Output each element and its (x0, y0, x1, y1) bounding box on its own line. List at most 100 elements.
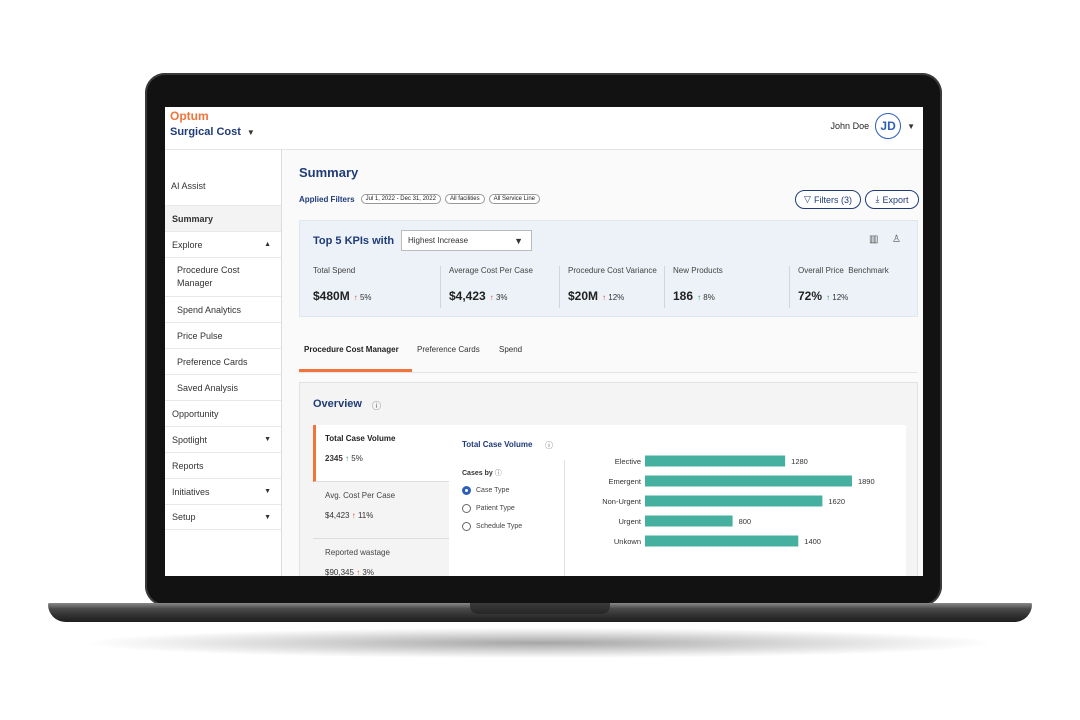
sidebar-item-spend-analytics[interactable]: Spend Analytics (165, 296, 281, 322)
filter-chip-date[interactable]: Jul 1, 2022 - Dec 31, 2022 (360, 194, 441, 204)
tab-spend[interactable]: Spend (499, 345, 523, 354)
applied-filters: Applied Filters Jul 1, 2022 - Dec 31, 20… (299, 194, 540, 204)
kpi-value: $20M (568, 289, 599, 303)
filter-icon: ▽ (804, 194, 811, 204)
arrow-up-icon: ↑ (356, 568, 361, 576)
radio-patient-type[interactable]: Patient Type (462, 504, 515, 513)
metric-card-total-case-volume[interactable]: Total Case Volume 2345 ↑ 5% (313, 425, 449, 482)
product-switcher[interactable]: Surgical Cost ▼ (170, 126, 255, 138)
kpi-panel: Top 5 KPIs with Highest Increase ▼ ▥ ♙ T… (299, 220, 918, 317)
chart-title: Total Case Volume (462, 440, 533, 449)
kpi-label: Overall Price Benchmark (798, 266, 889, 275)
radio-dot (462, 504, 471, 513)
export-button-label: Export (882, 194, 909, 205)
kpi-change: 12% (832, 293, 849, 302)
sidebar-item-saved-analysis[interactable]: Saved Analysis (165, 374, 281, 400)
applied-filters-label: Applied Filters (299, 194, 355, 204)
cases-by-label: Cases by ⓘ (462, 470, 502, 477)
page-title: Summary (299, 165, 359, 180)
kpi-change: 8% (703, 293, 715, 302)
sidebar-item-spotlight[interactable]: Spotlight ▼ (165, 426, 281, 452)
download-icon: ⤓ (875, 194, 880, 204)
user-name: John Doe (830, 121, 870, 131)
chart-divider (564, 460, 565, 576)
kpi-change: 12% (608, 293, 625, 302)
export-button[interactable]: ⤓ Export (865, 190, 919, 209)
kpi-card: New Products 186 ↑ 8% (673, 266, 783, 308)
bar-chart: Elective 1280 Emergent 1890 Non-Urgent 1620 Ur… (602, 455, 875, 547)
metric-card-avg-cost[interactable]: Avg. Cost Per Case $4,423 ↑ 11% (313, 482, 449, 539)
radio-label: Schedule Type (476, 523, 523, 530)
metric-name: Avg. Cost Per Case (325, 491, 396, 500)
kpi-sort-select[interactable]: Highest Increase ▼ (401, 230, 532, 251)
kpi-change: 3% (495, 293, 508, 302)
sidebar-item-label: Explore (172, 239, 203, 250)
bar-category-label: Urgent (618, 517, 641, 526)
kpi-divider (789, 266, 790, 308)
bar (645, 535, 799, 547)
radio-dot (462, 522, 471, 531)
chevron-down-icon: ▼ (907, 121, 915, 131)
radio-schedule-type[interactable]: Schedule Type (462, 522, 522, 531)
bar-category-label: Unkown (614, 537, 641, 546)
overview-title: Overview (313, 398, 362, 410)
kpi-card: Overall Price Benchmark 72% ↑ 12% (798, 266, 916, 308)
metric-change: 5% (351, 454, 363, 463)
kpi-value: 186 (673, 289, 694, 303)
app-screen: Optum Surgical Cost ▼ John Doe JD ▼ AI A… (165, 107, 923, 576)
kpi-label: Procedure Cost Variance (568, 266, 657, 275)
kpi-change: 5% (359, 293, 372, 302)
bar (645, 515, 733, 527)
user-menu[interactable]: John Doe JD ▼ (831, 113, 915, 139)
sidebar-item-initiatives[interactable]: Initiatives ▼ (165, 478, 281, 504)
metric-card-reported-wastage[interactable]: Reported wastage $90,345 ↑ 3% (313, 539, 449, 576)
ai-assist-link[interactable]: AI Assist (171, 181, 206, 191)
sidebar-item-procedure-cost-manager[interactable]: Procedure Cost Manager (165, 257, 281, 296)
bar-value-label: 1280 (791, 457, 808, 466)
sidebar-item-reports[interactable]: Reports (165, 452, 281, 478)
laptop-notch (470, 603, 610, 614)
filter-chip-service-line[interactable]: All Service Line (488, 194, 540, 204)
optum-logo: Optum (170, 109, 209, 123)
bar-value-label: 1400 (804, 537, 821, 546)
kpi-value: 72% (798, 289, 823, 303)
sidebar-item-explore[interactable]: Explore ▲ (165, 231, 281, 257)
info-icon[interactable]: ⓘ (545, 441, 553, 450)
sidebar-item-price-pulse[interactable]: Price Pulse (165, 322, 281, 348)
arrow-up-icon: ↑ (353, 293, 358, 302)
sidebar-item-opportunity[interactable]: Opportunity (165, 400, 281, 426)
sidebar-item-label: Reports (172, 460, 204, 471)
main-content: Summary Applied Filters Jul 1, 2022 - De… (282, 150, 923, 576)
filter-chip-facilities[interactable]: All facilities (444, 194, 485, 204)
sidebar-item-setup[interactable]: Setup ▼ (165, 504, 281, 530)
arrow-up-icon: ↑ (345, 454, 350, 463)
product-name: Surgical Cost (170, 126, 241, 138)
tab-preference-cards[interactable]: Preference Cards (417, 345, 480, 354)
sidebar-item-label: Saved Analysis (177, 382, 239, 393)
metric-name: Total Case Volume (325, 434, 396, 443)
metric-change: 3% (362, 568, 374, 576)
filters-button[interactable]: ▽ Filters (3) (795, 190, 861, 209)
avatar: JD (875, 113, 902, 139)
arrow-up-icon: ↑ (602, 293, 607, 302)
bar-value-label: 800 (739, 517, 752, 526)
metric-value: 2345 (325, 454, 343, 463)
info-icon[interactable]: ⓘ (372, 401, 382, 411)
info-icon[interactable]: ⓘ (494, 470, 502, 477)
radio-case-type[interactable]: Case Type (462, 486, 509, 495)
tab-bar: Procedure Cost Manager Preference Cards … (299, 343, 527, 372)
tab-divider (299, 372, 918, 373)
chevron-up-icon: ▲ (264, 241, 271, 248)
kpi-card: Average Cost Per Case $4,423 ↑ 3% (449, 266, 547, 308)
chevron-down-icon: ▼ (264, 513, 271, 521)
person-icon[interactable]: ♙ (892, 234, 901, 245)
building-icon[interactable]: ▥ (869, 234, 879, 245)
filters-button-label: Filters (3) (813, 194, 852, 205)
tab-procedure-cost-manager[interactable]: Procedure Cost Manager (299, 343, 412, 372)
bar (645, 455, 786, 467)
arrow-up-icon: ↑ (826, 293, 831, 302)
sidebar-item-summary[interactable]: Summary (165, 205, 281, 231)
sidebar-item-label: Procedure Cost Manager (177, 265, 240, 288)
sidebar-item-label: Preference Cards (177, 356, 248, 367)
sidebar-item-preference-cards[interactable]: Preference Cards (165, 348, 281, 374)
